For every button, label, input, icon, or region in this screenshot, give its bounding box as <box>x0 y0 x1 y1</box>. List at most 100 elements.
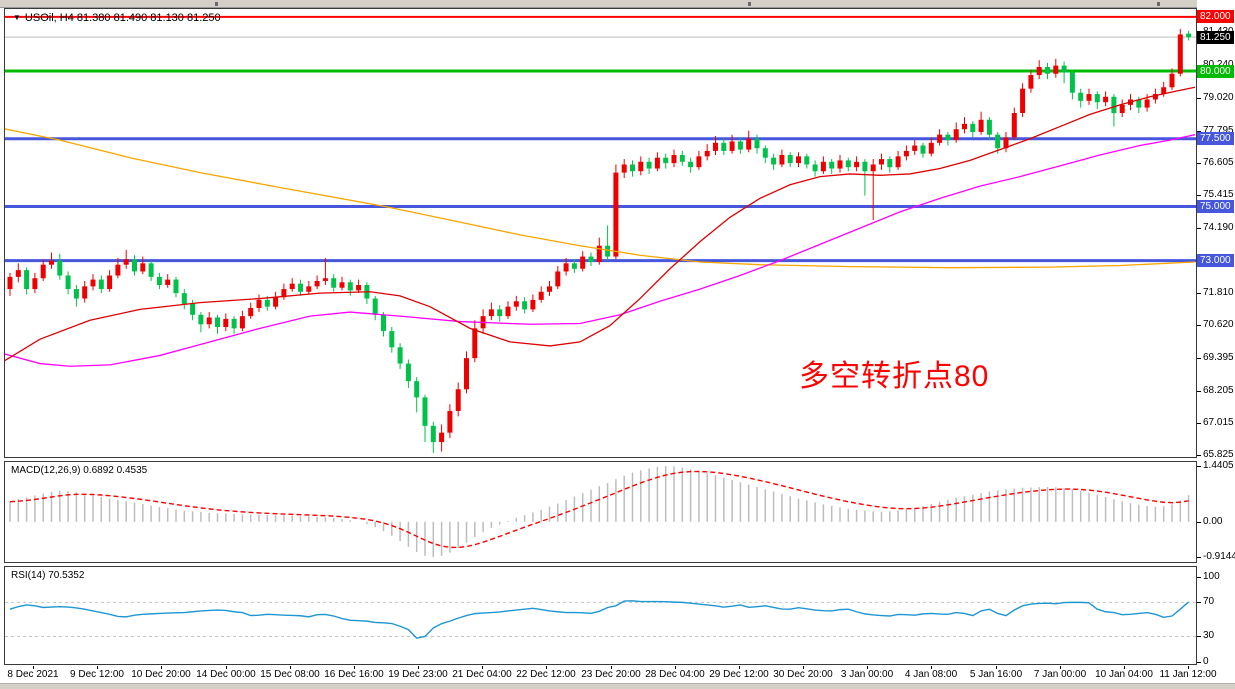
main-chart-panel[interactable]: ▼ USOil, H4 81.380 81.490 81.130 81.250 多… <box>4 8 1197 458</box>
price-badge-73.000: 73.000 <box>1197 254 1234 267</box>
macd-chart-area[interactable] <box>5 462 1196 562</box>
rsi-axis-label: 70 <box>1203 596 1215 607</box>
rsi-axis-label: 0 <box>1203 656 1209 667</box>
time-tick <box>611 666 612 669</box>
time-tick <box>1188 666 1189 669</box>
price-grid-label-tick <box>1197 423 1201 424</box>
date-label: 15 Dec 08:00 <box>260 669 320 680</box>
date-label: 23 Dec 20:00 <box>581 669 641 680</box>
macd-label: MACD(12,26,9) 0.6892 0.4535 <box>11 465 148 476</box>
price-grid-label-tick <box>1197 391 1201 392</box>
price-grid-label: 70.620 <box>1203 319 1234 330</box>
rsi-axis-label-tick <box>1197 662 1201 663</box>
price-grid-label-tick <box>1197 325 1201 326</box>
date-label: 11 Jan 12:00 <box>1159 669 1217 680</box>
date-label: 4 Jan 08:00 <box>904 669 958 680</box>
price-grid-label: 79.020 <box>1203 92 1234 103</box>
price-grid-label: 75.415 <box>1203 189 1234 200</box>
price-badge-77.500: 77.500 <box>1197 132 1234 145</box>
ma-mid-magenta <box>5 134 1196 367</box>
price-grid-label-tick <box>1197 455 1201 456</box>
price-badge-75.000: 75.000 <box>1197 200 1234 213</box>
price-badge-82.000: 82.000 <box>1197 10 1234 23</box>
price-grid-label-tick <box>1197 131 1201 132</box>
price-grid-label: 80.240 <box>1203 59 1234 70</box>
macd-indicator-panel[interactable]: MACD(12,26,9) 0.6892 0.4535 <box>4 461 1197 563</box>
price-grid-label: 69.395 <box>1203 352 1234 363</box>
date-label: 21 Dec 04:00 <box>452 669 512 680</box>
price-grid-label-tick <box>1197 293 1201 294</box>
ma-long-orange <box>5 128 1196 269</box>
rsi-axis-label-tick <box>1197 602 1201 603</box>
time-tick <box>290 666 291 669</box>
rsi-indicator-panel[interactable]: RSI(14) 70.5352 <box>4 566 1197 665</box>
macd-axis-label-tick <box>1197 522 1201 523</box>
candles <box>7 29 1192 453</box>
time-tick <box>803 666 804 669</box>
date-label: 9 Dec 12:00 <box>70 669 124 680</box>
macd-axis-label-tick <box>1197 466 1201 467</box>
price-grid-label-tick <box>1197 98 1201 99</box>
splitter-handle-icon[interactable] <box>1157 2 1160 6</box>
time-tick <box>418 666 419 669</box>
time-axis[interactable]: 8 Dec 2021 9 Dec 12:00 10 Dec 20:00 14 Dec … <box>0 666 1235 683</box>
rsi-axis-label: 100 <box>1203 571 1220 582</box>
time-tick <box>867 666 868 669</box>
price-grid-label: 76.605 <box>1203 157 1234 168</box>
time-tick <box>97 666 98 669</box>
date-label: 3 Jan 00:00 <box>840 669 894 680</box>
ma-fast-red <box>5 86 1196 362</box>
chart-annotation-text: 多空转折点80 <box>799 360 990 393</box>
date-label: 14 Dec 00:00 <box>196 669 256 680</box>
price-axis[interactable]: 81.43080.24079.02077.79576.60575.41574.1… <box>1197 0 1235 683</box>
time-tick <box>161 666 162 669</box>
date-label: 10 Jan 04:00 <box>1095 669 1153 680</box>
price-grid-label: 74.190 <box>1203 222 1234 233</box>
macd-axis-label: -0.9144 <box>1203 551 1235 562</box>
macd-signal-line <box>9 470 1189 549</box>
time-tick <box>996 666 997 669</box>
macd-axis-label: 1.4405 <box>1203 460 1234 471</box>
date-label: 7 Jan 00:00 <box>1033 669 1087 680</box>
date-label: 16 Dec 16:00 <box>324 669 384 680</box>
chart-title: ▼ USOil, H4 81.380 81.490 81.130 81.250 <box>13 12 221 24</box>
price-grid-label-tick <box>1197 195 1201 196</box>
date-label: 10 Dec 20:00 <box>131 669 191 680</box>
time-tick <box>1060 666 1061 669</box>
price-grid-label-tick <box>1197 358 1201 359</box>
macd-axis-label-tick <box>1197 557 1201 558</box>
date-label: 28 Dec 04:00 <box>645 669 705 680</box>
price-grid-label: 68.205 <box>1203 385 1234 396</box>
price-grid-label-tick <box>1197 228 1201 229</box>
time-tick <box>482 666 483 669</box>
date-label: 8 Dec 2021 <box>7 669 59 680</box>
time-tick <box>675 666 676 669</box>
date-label: 22 Dec 12:00 <box>516 669 576 680</box>
candlestick-chart-area[interactable] <box>5 9 1196 457</box>
price-grid-label: 67.015 <box>1203 417 1234 428</box>
price-grid-label-tick <box>1197 163 1201 164</box>
rsi-label: RSI(14) 70.5352 <box>11 570 85 581</box>
rsi-line <box>9 600 1190 639</box>
date-label: 30 Dec 20:00 <box>773 669 833 680</box>
price-grid-label: 71.810 <box>1203 287 1234 298</box>
chevron-down-icon[interactable]: ▼ <box>13 13 21 22</box>
splitter-handle-icon[interactable] <box>215 2 218 6</box>
time-tick <box>546 666 547 669</box>
splitter-handle-icon[interactable] <box>748 2 751 6</box>
window-top-strip <box>0 0 1235 8</box>
rsi-chart-area[interactable] <box>5 567 1196 664</box>
date-label: 29 Dec 12:00 <box>709 669 769 680</box>
price-grid-label: 65.825 <box>1203 449 1234 460</box>
symbol-ohlc-text: USOil, H4 81.380 81.490 81.130 81.250 <box>24 12 221 24</box>
price-badge-81.250: 81.250 <box>1197 31 1234 44</box>
time-tick <box>226 666 227 669</box>
date-label: 19 Dec 23:00 <box>388 669 448 680</box>
time-tick <box>33 666 34 669</box>
rsi-axis-label-tick <box>1197 636 1201 637</box>
time-tick <box>354 666 355 669</box>
rsi-axis-label-tick <box>1197 577 1201 578</box>
time-tick <box>931 666 932 669</box>
time-tick <box>739 666 740 669</box>
